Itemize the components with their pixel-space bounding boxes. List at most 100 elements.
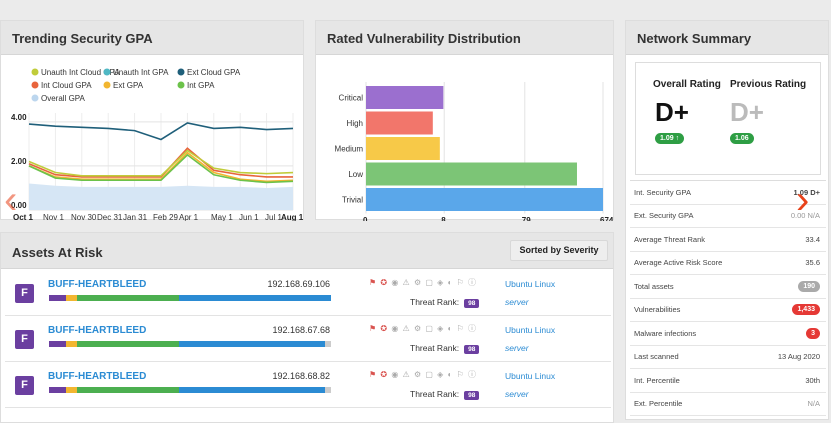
category-label: Critical: [339, 94, 364, 103]
indicator-icon: ◐: [447, 278, 457, 287]
summary-row-last-scanned: Last scanned 13 Aug 2020: [630, 346, 826, 369]
sort-button[interactable]: Sorted by Severity: [510, 240, 608, 261]
indicator-icon: ⚠: [402, 278, 414, 287]
category-label: Medium: [335, 145, 364, 154]
indicator-icon: ⚐: [456, 324, 468, 333]
asset-row[interactable]: F BUFF-HEARTBLEED 192.168.68.82 ⚑ ✪ ◉ ⚠ …: [5, 363, 611, 408]
threat-rank-label: Threat Rank:: [410, 343, 460, 353]
asset-indicator-icons: ⚑ ✪ ◉ ⚠ ⚙ ▢ ◈ ◐ ⚐ ⓘ: [369, 277, 477, 288]
legend-label: Ext GPA: [113, 81, 144, 90]
y-tick-label: 2.00: [11, 157, 27, 166]
x-tick-label: 8: [441, 216, 446, 221]
summary-label: Average Active Risk Score: [634, 258, 723, 268]
asset-list: F BUFF-HEARTBLEED 192.168.69.106 ⚑ ✪ ◉ ⚠…: [5, 271, 611, 422]
asset-role-link[interactable]: server: [505, 389, 529, 399]
summary-label: Ext. Security GPA: [634, 211, 694, 221]
threat-rank-badge: 98: [464, 345, 480, 354]
y-tick-label: 4.00: [11, 113, 27, 122]
indicator-icon: ◐: [447, 370, 457, 379]
assets-at-risk-title: Assets At Risk: [12, 245, 103, 260]
asset-ip: 192.168.69.106: [267, 279, 330, 289]
legend-swatch: [177, 68, 185, 76]
asset-grade-badge: F: [15, 376, 34, 395]
asset-grade-badge: F: [15, 330, 34, 349]
trending-gpa-title: Trending Security GPA: [1, 21, 303, 55]
asset-risk-bar: [49, 387, 331, 393]
legend-label: Ext Cloud GPA: [187, 68, 241, 77]
asset-name-link[interactable]: BUFF-HEARTBLEED: [48, 371, 147, 382]
series-line: [28, 147, 293, 178]
legend-swatch: [177, 81, 185, 89]
carousel-next-icon[interactable]: ›: [796, 178, 810, 222]
total-assets-badge[interactable]: 190: [798, 280, 820, 292]
indicator-icon: ◉: [391, 324, 403, 333]
summary-value: 33.4: [805, 234, 820, 244]
asset-risk-bar: [49, 295, 331, 301]
indicator-icon: ◈: [437, 370, 448, 379]
x-tick-label: 0: [363, 216, 368, 221]
asset-row[interactable]: F BUFF-HEARTBLEED 192.168.67.68 ⚑ ✪ ◉ ⚠ …: [5, 317, 611, 362]
threat-rank-label: Threat Rank:: [410, 297, 460, 307]
threat-rank-badge: 98: [464, 391, 480, 400]
vuln-distribution-panel: Rated Vulnerability Distribution 0 8 79 674…: [315, 20, 614, 221]
asset-name-link[interactable]: BUFF-HEARTBLEED: [48, 279, 147, 290]
indicator-icon: ✪: [380, 324, 392, 333]
malware-badge[interactable]: 3: [806, 327, 820, 339]
summary-row-vulnerabilities[interactable]: Vulnerabilities 1,433: [630, 299, 826, 322]
summary-row-total-assets[interactable]: Total assets 190: [630, 275, 826, 299]
overall-rating-label: Overall Rating: [653, 79, 721, 90]
indicator-icon: ⚐: [456, 370, 468, 379]
indicator-icon: ⚑: [369, 370, 381, 379]
legend-swatch: [31, 94, 39, 102]
category-label: Trivial: [342, 196, 363, 205]
indicator-icon: ▢: [425, 370, 438, 379]
threat-rank: Threat Rank: 98: [410, 343, 480, 354]
summary-row-malware[interactable]: Malware infections 3: [630, 322, 826, 346]
indicator-icon: ⚙: [413, 324, 426, 333]
asset-row[interactable]: F BUFF-HEARTBLEED 192.168.69.106 ⚑ ✪ ◉ ⚠…: [5, 271, 611, 316]
indicator-icon: ⚑: [369, 324, 381, 333]
indicator-icon: ⚑: [369, 278, 381, 287]
indicator-icon: ⚠: [402, 324, 414, 333]
indicator-icon: ◐: [447, 324, 457, 333]
asset-os-link[interactable]: Ubuntu Linux: [505, 371, 556, 381]
asset-name-link[interactable]: BUFF-HEARTBLEED: [48, 325, 147, 336]
summary-value: N/A: [807, 399, 820, 409]
y-tick-label: 0.00: [11, 201, 27, 210]
indicator-icon: ⓘ: [467, 324, 477, 333]
asset-os-link[interactable]: Ubuntu Linux: [505, 279, 556, 289]
x-tick-label: Jul 1: [265, 213, 282, 221]
summary-label: Malware infections: [634, 328, 697, 338]
indicator-icon: ◉: [391, 370, 403, 379]
summary-label: Total assets: [634, 281, 674, 291]
bar-critical: [366, 86, 444, 109]
summary-list: Int. Security GPA 1.09 D+ Ext. Security G…: [630, 180, 826, 416]
vuln-distribution-chart: 0 8 79 674 Critical High Medium Low Trivial: [335, 82, 613, 221]
indicator-icon: ✪: [380, 370, 392, 379]
series-line: [28, 153, 294, 184]
indicator-icon: ⚙: [413, 370, 426, 379]
summary-value: 35.6: [805, 258, 820, 268]
summary-row-int-gpa: Int. Security GPA 1.09 D+: [630, 181, 826, 205]
asset-os-link[interactable]: Ubuntu Linux: [505, 325, 556, 335]
summary-row-ext-percentile: Ext. Percentile N/A: [630, 393, 826, 416]
indicator-icon: ⚠: [402, 370, 414, 379]
indicator-icon: ⚙: [413, 278, 426, 287]
x-tick-label: 674: [600, 216, 613, 221]
overall-gpa-area: [29, 183, 293, 210]
legend-label: Unauth Int GPA: [113, 68, 169, 77]
network-summary-panel: Network Summary Overall Rating D+ 1.09 ↑…: [625, 20, 829, 420]
overall-rating-badge: 1.09 ↑: [655, 133, 685, 144]
summary-value: 13 Aug 2020: [777, 352, 820, 362]
x-tick-label: Feb 29: [153, 213, 178, 221]
carousel-prev-icon[interactable]: ‹: [4, 178, 18, 222]
asset-role-link[interactable]: server: [505, 297, 529, 307]
asset-role-link[interactable]: server: [505, 343, 529, 353]
bar-low: [366, 162, 577, 186]
asset-risk-bar: [49, 341, 331, 347]
vulnerabilities-badge[interactable]: 1,433: [792, 304, 820, 316]
x-tick-label: Nov 30: [71, 213, 97, 221]
x-tick-label: 79: [522, 216, 531, 221]
bar-medium: [366, 137, 440, 160]
x-tick-label: Jan 31: [123, 213, 148, 221]
